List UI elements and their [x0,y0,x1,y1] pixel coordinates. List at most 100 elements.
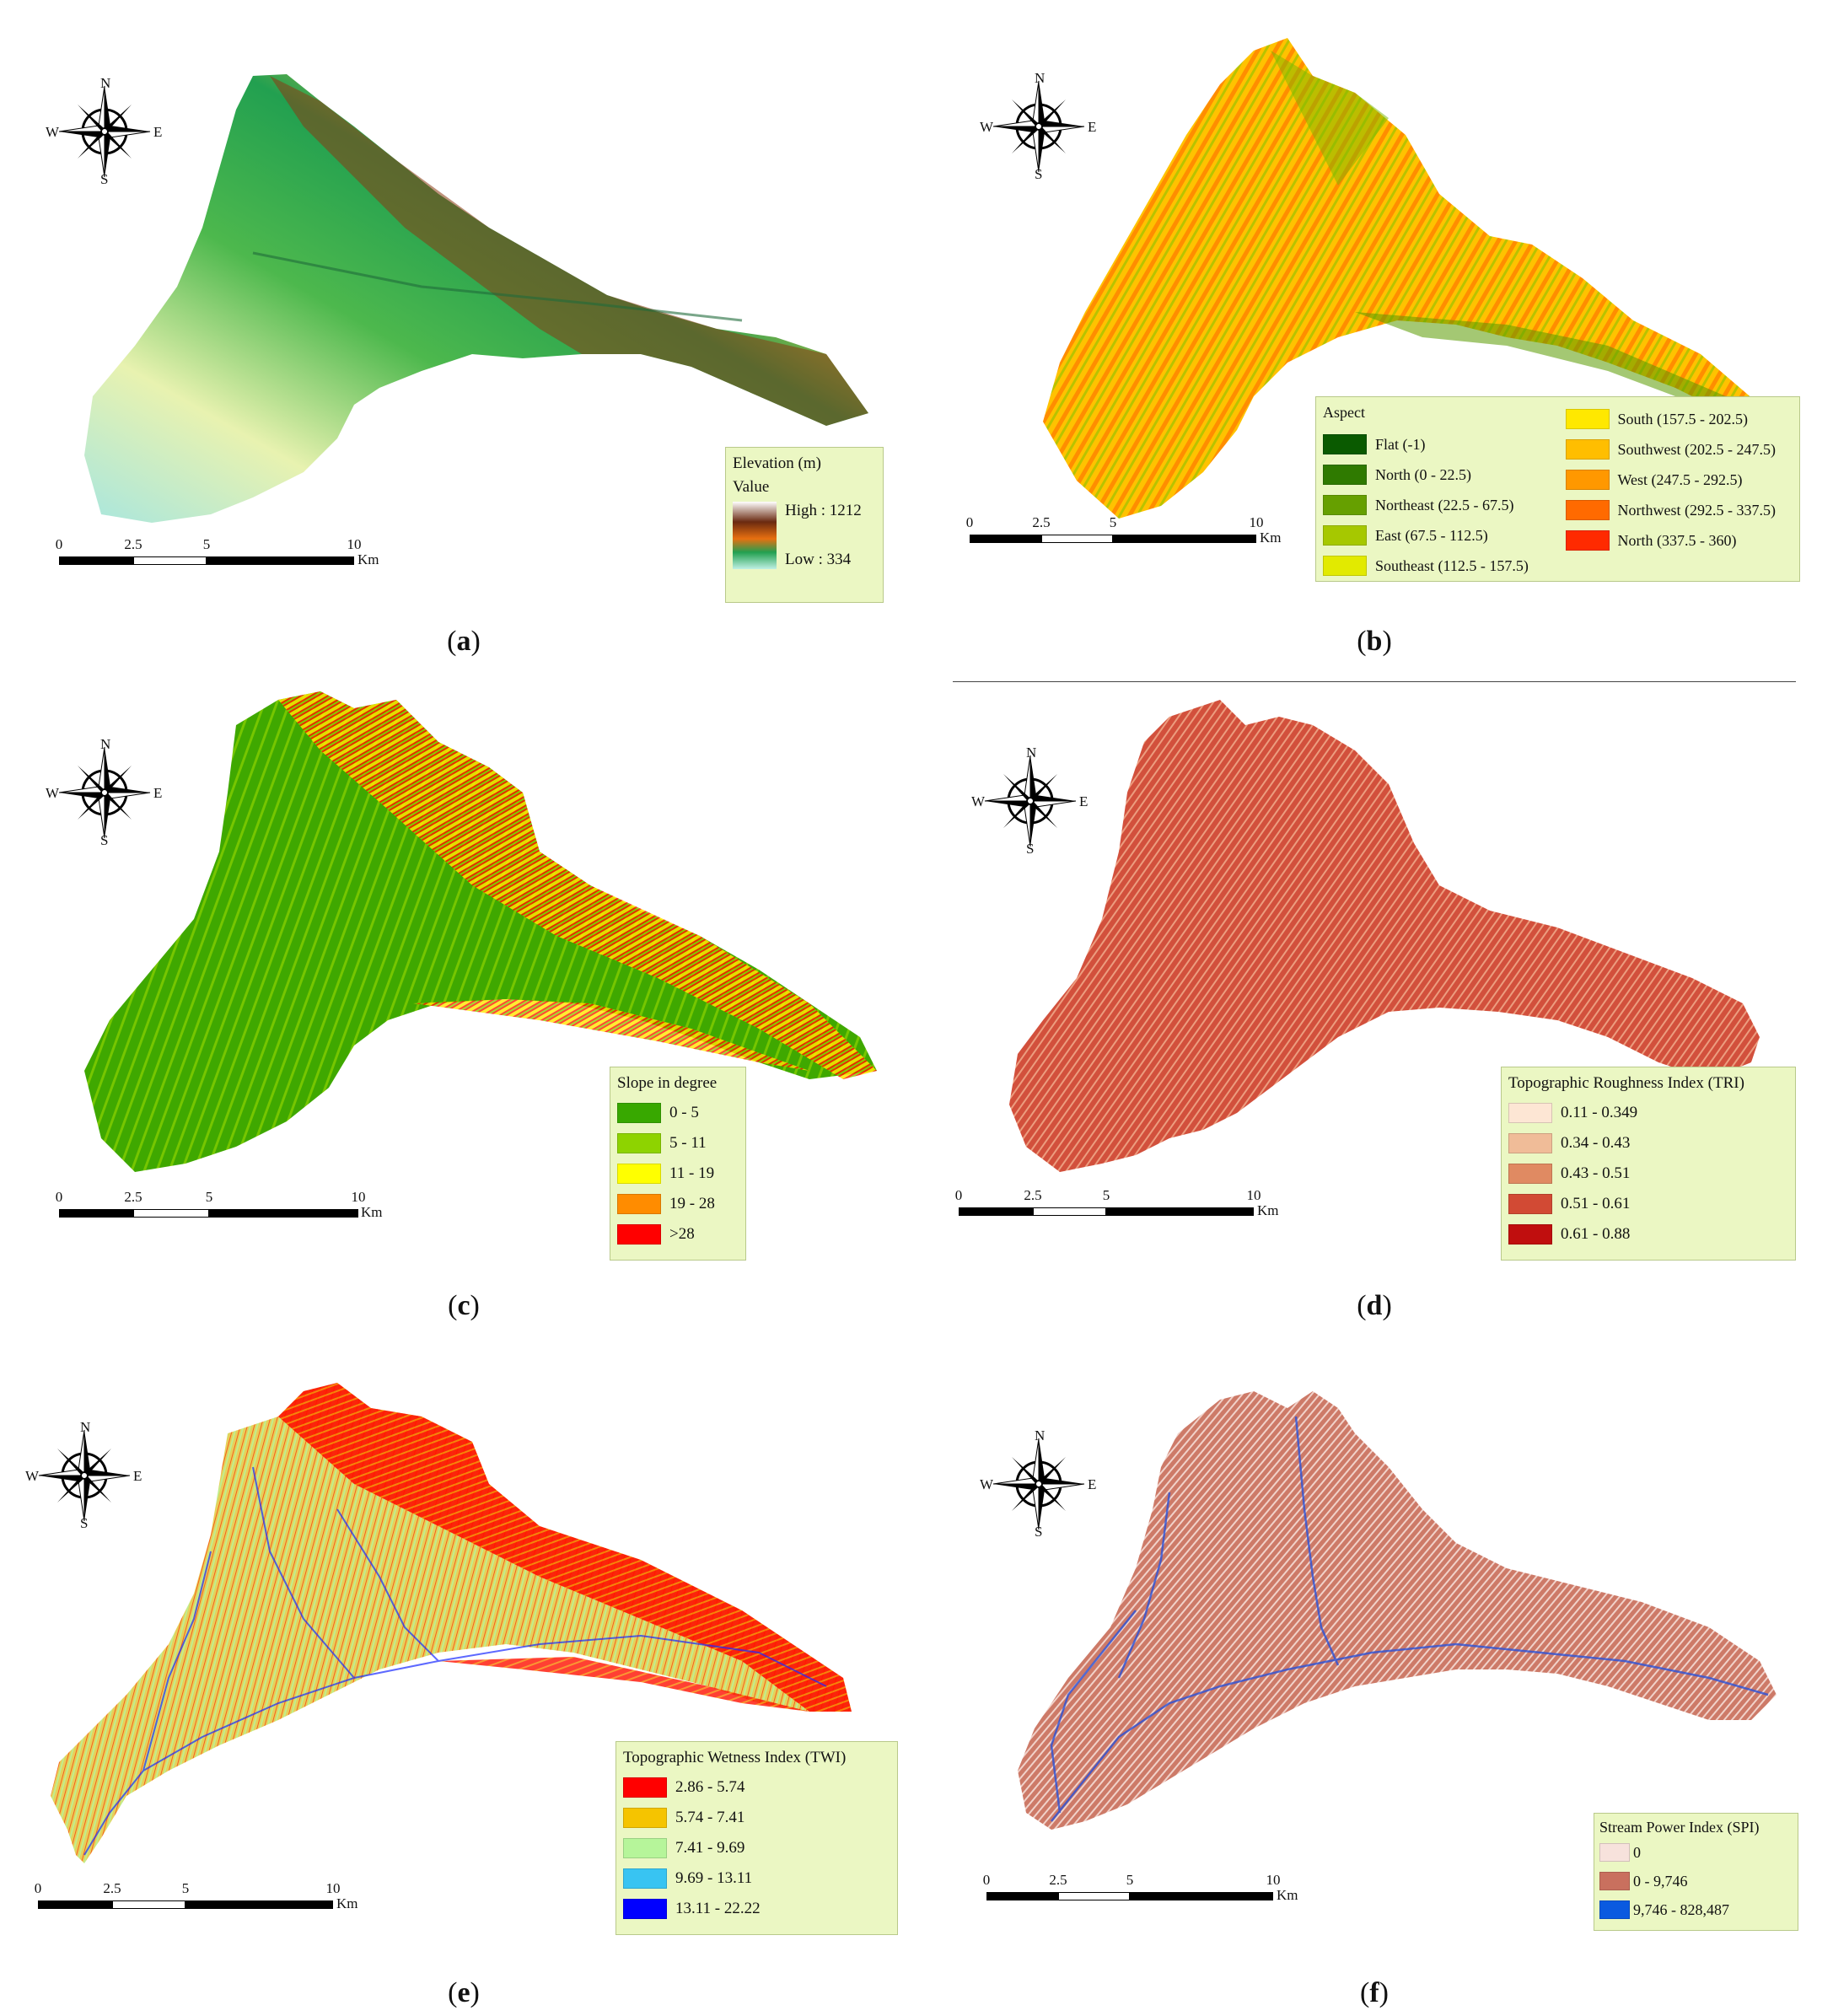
legend-item: 0 - 5 [617,1098,739,1128]
compass-rose: N S W E [46,76,162,186]
compass-w-label: W [46,124,60,140]
compass-n-label: N [80,1419,91,1435]
compass-rose: N S W E [971,745,1088,856]
legend-item: Northeast (22.5 - 67.5) [1323,490,1557,520]
scale-seg-1 [59,556,133,565]
scale-seg-1 [38,1900,112,1909]
legend-aspect: Aspect Flat (-1) North (0 - 22.5) Northe… [1315,396,1800,582]
legend-label: 19 - 28 [669,1195,715,1212]
compass-n-label: N [1026,745,1037,761]
scale-unit: Km [336,1895,358,1911]
compass-s-label: S [1035,166,1043,182]
scale-seg-3 [207,556,354,565]
legend-title: Stream Power Index (SPI) [1599,1819,1760,1836]
legend-label: 0.43 - 0.51 [1561,1164,1631,1182]
legend-label: East (67.5 - 112.5) [1375,526,1488,544]
compass-s-label: S [1026,841,1035,857]
scale-tick-2-5: 2.5 [1032,514,1051,530]
legend-item: 9,746 - 828,487 [1599,1895,1793,1924]
legend-swatch [1565,500,1610,520]
legend-swatch [1599,1900,1630,1919]
legend-item: 7.41 - 9.69 [623,1833,890,1863]
scale-tick-2-5: 2.5 [103,1880,121,1896]
compass-n-label: N [100,75,111,91]
legend-tri: Topographic Roughness Index (TRI) 0.11 -… [1501,1067,1796,1261]
legend-swatch [623,1838,667,1858]
legend-swatch [1599,1843,1630,1862]
legend-swatch [1508,1224,1552,1245]
legend-item: North (337.5 - 360) [1565,525,1793,556]
scale-tick-5: 5 [1102,1187,1110,1203]
legend-item: 19 - 28 [617,1189,739,1219]
legend-swatch [623,1868,667,1889]
scale-unit: Km [357,551,379,567]
legend-item: Southeast (112.5 - 157.5) [1323,551,1557,581]
caption-f: (f) [1360,1977,1389,2008]
legend-label: 2.86 - 5.74 [675,1778,745,1796]
slope-map [84,691,877,1172]
scale-seg-3 [185,1900,333,1909]
legend-label: Flat (-1) [1375,435,1426,453]
legend-item: Southwest (202.5 - 247.5) [1565,434,1793,465]
legend-item: 0.43 - 0.51 [1508,1159,1788,1189]
legend-item: North (0 - 22.5) [1323,460,1557,490]
legend-label: South (157.5 - 202.5) [1617,410,1749,427]
scale-seg-2 [1033,1207,1106,1216]
legend-label: Southeast (112.5 - 157.5) [1375,556,1529,574]
caption-a: (a) [447,626,481,657]
legend-swatch [1323,465,1367,485]
scale-seg-2 [112,1900,185,1909]
legend-swatch [1508,1194,1552,1214]
scale-bar: 0 2.5 5 10 Km [55,1189,383,1226]
legend-swatch [617,1194,661,1214]
legend-label: 0.34 - 0.43 [1561,1134,1631,1152]
compass-e-label: E [153,124,163,140]
scale-tick-2-5: 2.5 [124,536,142,552]
legend-item: >28 [617,1219,739,1250]
legend-twi: Topographic Wetness Index (TWI) 2.86 - 5… [615,1741,898,1935]
legend-swatch [623,1808,667,1828]
legend-slope: Slope in degree 0 - 5 5 - 11 11 - 19 19 … [610,1067,746,1261]
scale-seg-2 [133,1209,209,1218]
legend-swatch [1508,1133,1552,1153]
scale-seg-1 [959,1207,1033,1216]
compass-rose: N S W E [25,1420,142,1530]
scale-tick-2-5: 2.5 [1024,1187,1042,1203]
compass-s-label: S [100,832,109,848]
legend-label: West (247.5 - 292.5) [1617,470,1743,488]
compass-w-label: W [46,785,60,801]
compass-n-label: N [100,736,111,752]
legend-item: 9.69 - 13.11 [623,1863,890,1894]
legend-swatch [1508,1103,1552,1123]
compass-s-label: S [1035,1524,1043,1540]
scale-tick-10: 10 [1266,1872,1281,1888]
compass-w-label: W [25,1468,40,1484]
scale-tick-0: 0 [55,1189,63,1205]
legend-item: 0.11 - 0.349 [1508,1098,1788,1128]
legend-item: East (67.5 - 112.5) [1323,520,1557,551]
legend-swatch [617,1133,661,1153]
spi-map [1018,1391,1777,1830]
legend-item: 5 - 11 [617,1128,739,1159]
scale-tick-10: 10 [325,1880,341,1896]
compass-icon [992,1437,1086,1531]
legend-item: West (247.5 - 292.5) [1565,465,1793,495]
elevation-gradient-swatch [733,502,777,569]
scale-tick-10: 10 [1246,1187,1261,1203]
scale-tick-5: 5 [181,1880,190,1896]
legend-item: 5.74 - 7.41 [623,1803,890,1833]
legend-label: 0 - 9,746 [1633,1872,1688,1890]
panel-f-spi: N S W E 0 2.5 5 10 Km Stream Power Index… [917,1341,1833,2008]
legend-label: Northeast (22.5 - 67.5) [1375,496,1514,513]
legend-swatch [1599,1872,1630,1890]
scale-seg-3 [209,1209,358,1218]
compass-n-label: N [1035,1427,1046,1443]
scale-bar: 0 2.5 5 10 Km [35,1880,358,1917]
scale-unit: Km [1257,1202,1279,1218]
legend-low: Low : 334 [785,551,852,568]
scale-seg-2 [133,556,207,565]
scale-seg-1 [59,1209,133,1218]
compass-e-label: E [1088,1476,1097,1492]
compass-icon [57,745,152,840]
compass-icon [992,79,1086,174]
